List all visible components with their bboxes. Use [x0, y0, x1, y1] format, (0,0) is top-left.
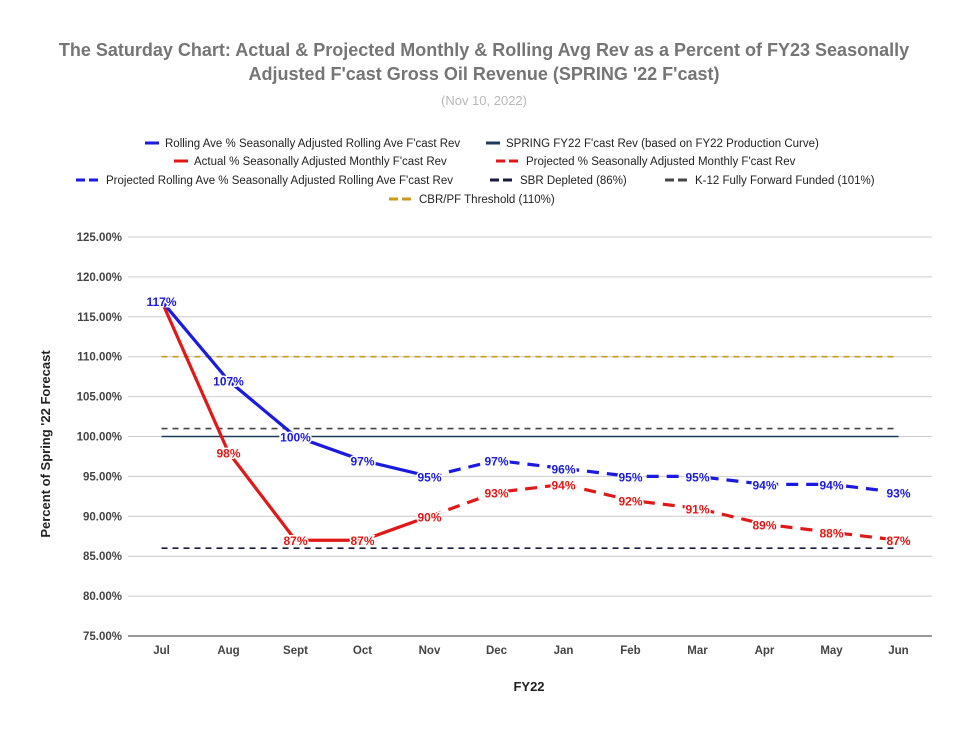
- y-tick-label: 75.00%: [83, 631, 122, 643]
- data-label: 90%: [417, 510, 441, 524]
- data-label: 96%: [551, 462, 575, 476]
- series-line-projected-seasonally-adjusted-monthly-f-cast-rev: [428, 482, 899, 542]
- data-label: 98%: [216, 446, 240, 460]
- x-tick-label: Feb: [620, 645, 640, 657]
- y-axis-label: Percent of Spring '22 Forecast: [38, 350, 53, 538]
- legend-entry: SPRING FY22 F'cast Rev (based on FY22 Pr…: [506, 138, 819, 150]
- x-axis-ticks: Jul Aug Sept Oct Nov Dec Jan Feb Mar Apr May Jun: [153, 645, 909, 657]
- data-label: 97%: [484, 454, 508, 468]
- chart-title-line1: The Saturday Chart: Actual & Projected M…: [59, 40, 909, 60]
- y-tick-label: 100.00%: [77, 432, 122, 444]
- y-tick-label: 105.00%: [77, 392, 122, 404]
- data-label: 95%: [685, 470, 709, 484]
- legend-entry: SBR Depleted (86%): [520, 175, 627, 187]
- x-tick-label: Jul: [153, 645, 170, 657]
- chart-title-line2: Adjusted F'cast Gross Oil Revenue (SPRIN…: [249, 64, 720, 84]
- data-label: 100%: [280, 431, 311, 445]
- x-tick-label: May: [820, 645, 843, 657]
- x-tick-label: Dec: [486, 645, 508, 657]
- data-label: 88%: [819, 526, 843, 540]
- legend-entry: CBR/PF Threshold (110%): [419, 194, 555, 206]
- data-label: 87%: [283, 534, 307, 548]
- data-label: 94%: [752, 478, 776, 492]
- legend-entry: K-12 Fully Forward Funded (101%): [695, 175, 875, 187]
- x-tick-label: Sept: [283, 645, 308, 657]
- x-tick-label: Oct: [353, 645, 372, 657]
- series-line-projected-rolling-ave-seasonally-adjusted-rolling-ave-f-cast-rev: [429, 458, 899, 494]
- data-label: 95%: [417, 470, 441, 484]
- data-label: 91%: [685, 502, 709, 516]
- series-line-rolling-ave-seasonally-adjusted-rolling-ave-f-cast-rev: [160, 299, 430, 478]
- x-tick-label: Jun: [888, 645, 908, 657]
- data-labels: 117% 107% 100% 97% 95% 98% 87% 87% 90% 93% 94% 92% 9…: [145, 293, 912, 549]
- data-label: 117%: [146, 295, 176, 309]
- y-tick-label: 80.00%: [83, 591, 122, 603]
- x-tick-label: Mar: [687, 645, 708, 657]
- legend: Rolling Ave % Seasonally Adjusted Rollin…: [76, 138, 875, 206]
- data-label: 94%: [551, 478, 575, 492]
- data-label: 92%: [618, 494, 642, 508]
- series-lines: [160, 299, 899, 550]
- data-label: 87%: [886, 534, 910, 548]
- legend-entry: Projected % Seasonally Adjusted Monthly …: [526, 156, 796, 168]
- y-tick-label: 120.00%: [77, 272, 122, 284]
- legend-entry: Actual % Seasonally Adjusted Monthly F'c…: [194, 156, 447, 168]
- y-tick-label: 90.00%: [83, 511, 122, 523]
- data-label: 87%: [350, 534, 374, 548]
- y-tick-label: 115.00%: [77, 312, 122, 324]
- data-label: 107%: [213, 375, 244, 389]
- data-label: 97%: [350, 454, 374, 468]
- series-line-actual-seasonally-adjusted-monthly-f-cast-rev: [160, 300, 431, 542]
- x-tick-label: Nov: [419, 645, 441, 657]
- data-label: 94%: [819, 478, 843, 492]
- y-tick-label: 95.00%: [83, 471, 122, 483]
- legend-entry: Rolling Ave % Seasonally Adjusted Rollin…: [165, 138, 460, 150]
- data-label: 93%: [886, 486, 910, 500]
- data-label: 93%: [484, 486, 508, 500]
- x-tick-label: Aug: [217, 645, 239, 657]
- data-label: 89%: [752, 518, 776, 532]
- legend-entry: Projected Rolling Ave % Seasonally Adjus…: [106, 175, 453, 187]
- x-tick-label: Jan: [554, 645, 574, 657]
- chart-subtitle: (Nov 10, 2022): [441, 93, 527, 108]
- y-tick-label: 110.00%: [77, 352, 122, 364]
- y-tick-label: 125.00%: [77, 232, 122, 244]
- data-label: 95%: [618, 470, 642, 484]
- x-axis-label: FY22: [513, 679, 544, 694]
- y-axis-ticks: 75.00% 80.00% 85.00% 90.00% 95.00% 100.00% 105…: [77, 232, 122, 643]
- y-tick-label: 85.00%: [83, 551, 122, 563]
- x-tick-label: Apr: [755, 645, 775, 657]
